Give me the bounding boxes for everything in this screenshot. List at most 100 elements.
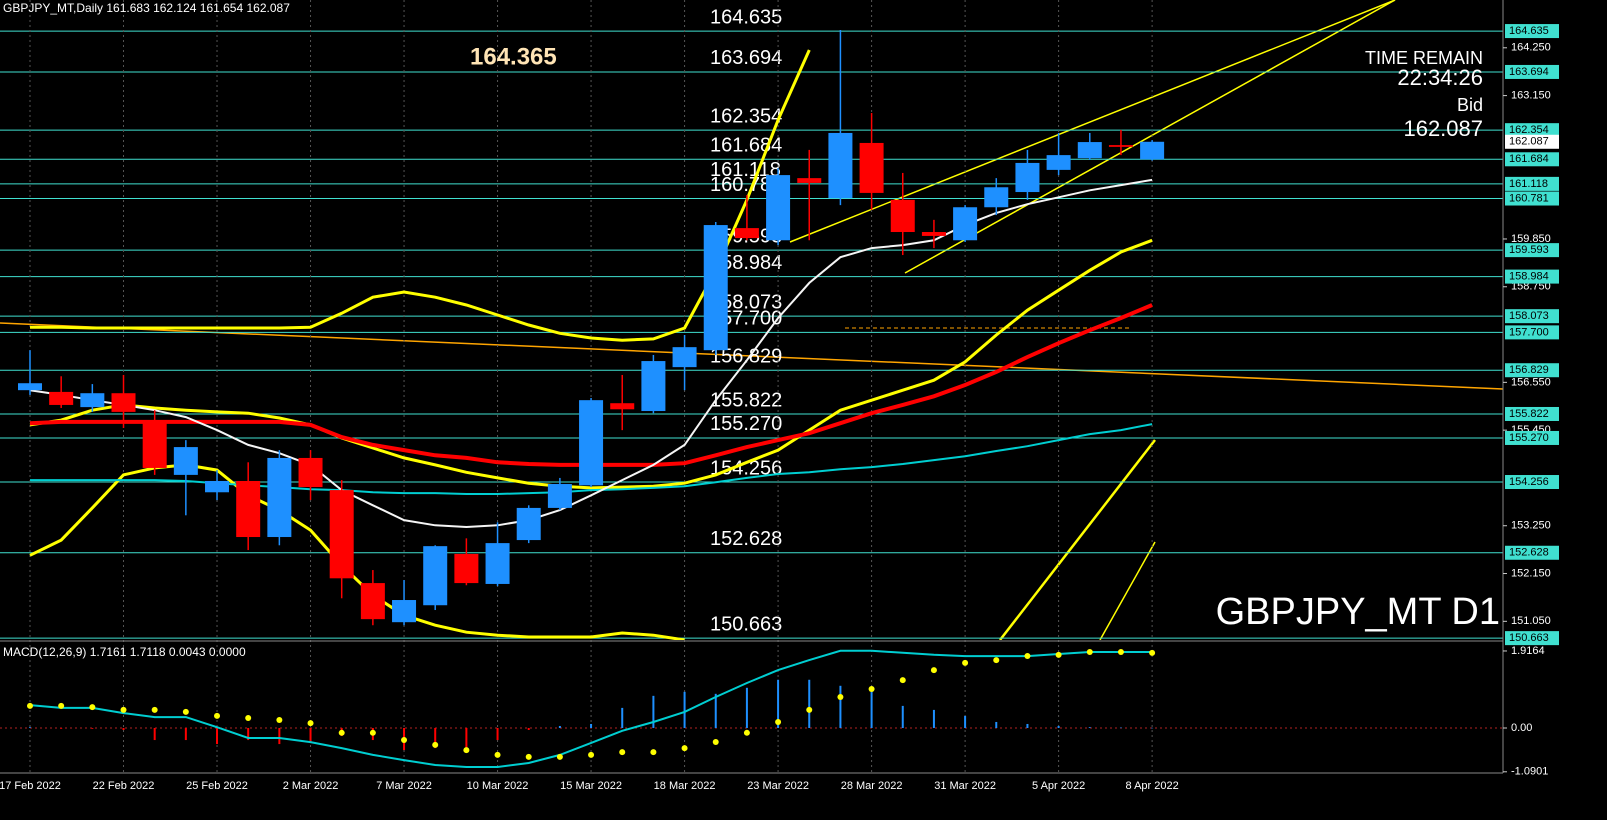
level-tag-label: 164.635	[1509, 25, 1549, 37]
date-label: 7 Mar 2022	[376, 780, 432, 792]
signal-dot	[58, 702, 65, 709]
y-tick-label: 151.050	[1511, 615, 1551, 627]
level-label: 154.256	[710, 457, 782, 479]
trend-line	[0, 322, 1503, 390]
signal-dot	[463, 747, 470, 754]
candle-body	[579, 400, 604, 486]
level-label: 161.118	[710, 159, 781, 181]
signal-dot	[650, 749, 657, 756]
level-label: 150.663	[710, 613, 782, 635]
histogram-bar	[1057, 725, 1060, 728]
signal-dot	[369, 729, 376, 736]
date-label: 18 Mar 2022	[654, 780, 716, 792]
candle-body	[516, 507, 541, 541]
candle-body	[1077, 142, 1102, 159]
level-tag-label: 159.593	[1509, 244, 1549, 256]
level-tag	[1505, 309, 1559, 324]
candle-body	[1046, 155, 1071, 170]
histogram-bar	[714, 693, 717, 728]
y-tick-label: 156.550	[1511, 376, 1551, 388]
candle-body	[828, 132, 853, 199]
level-label: 158.073	[710, 291, 782, 313]
histogram-bar	[777, 679, 780, 728]
signal-dot	[962, 659, 969, 666]
histogram-bar	[683, 691, 686, 728]
date-label: 23 Mar 2022	[747, 780, 809, 792]
signal-dot	[245, 714, 252, 721]
candle-body	[267, 457, 292, 538]
candle-body	[921, 232, 946, 236]
candle-body	[1015, 162, 1040, 193]
level-tag	[1505, 269, 1559, 284]
signal-dot	[1149, 649, 1156, 656]
level-tag-label: 155.822	[1509, 408, 1549, 420]
level-tag	[1505, 152, 1559, 167]
histogram-bar	[745, 687, 748, 728]
y-tick-label: 158.750	[1511, 281, 1551, 293]
candle-body	[392, 600, 417, 623]
macd-title: MACD(12,26,9) 1.7161 1.7118 0.0043 0.000…	[3, 645, 246, 659]
signal-dot	[182, 708, 189, 715]
candle-body	[953, 207, 978, 241]
y-tick-label: 153.250	[1511, 520, 1551, 532]
date-label: 28 Mar 2022	[841, 780, 903, 792]
signal-dot	[588, 751, 595, 758]
macd-panel	[0, 649, 1503, 768]
signal-dot	[214, 712, 221, 719]
y-tick-label: 159.850	[1511, 233, 1551, 245]
histogram-bar	[901, 705, 904, 728]
signal-dot	[556, 753, 563, 760]
histogram-bar	[278, 727, 281, 745]
histogram-bar	[60, 727, 63, 729]
date-label: 2 Mar 2022	[283, 780, 339, 792]
candle-body	[423, 546, 448, 606]
level-tag-label: 162.354	[1509, 124, 1549, 136]
signal-dot	[276, 716, 283, 723]
histogram-bar	[558, 725, 561, 728]
histogram-bar	[1026, 723, 1029, 728]
level-label: 156.829	[710, 346, 782, 368]
candle-body	[766, 175, 791, 241]
time-remain-label: TIME REMAIN	[1365, 48, 1483, 68]
indicator-line	[29, 238, 1153, 490]
level-label: 163.694	[710, 47, 782, 69]
y-tick-label: 152.150	[1511, 567, 1551, 579]
level-tag-label: 152.628	[1509, 547, 1549, 559]
macd-marks	[0, 649, 1503, 768]
histogram-bar	[932, 709, 935, 728]
y-tick-label: 164.250	[1511, 42, 1551, 54]
candle-body	[236, 480, 261, 538]
level-tag-label: 160.781	[1509, 192, 1549, 204]
candle-body	[111, 393, 136, 412]
level-label: 152.628	[710, 528, 782, 550]
candle-body	[329, 490, 354, 579]
histogram-bar	[1151, 727, 1154, 729]
signal-dot	[619, 749, 626, 756]
date-label: 22 Feb 2022	[93, 780, 155, 792]
level-tag-label: 156.829	[1509, 364, 1549, 376]
level-tag-label: 150.663	[1509, 632, 1549, 644]
signal-dot	[89, 704, 96, 711]
candle-body	[205, 480, 230, 493]
histogram-bar	[247, 727, 250, 741]
histogram-bar	[621, 707, 624, 728]
candle-body	[703, 225, 728, 351]
histogram-bar	[91, 727, 94, 729]
date-label: 5 Apr 2022	[1032, 780, 1085, 792]
candle-body	[298, 457, 323, 488]
level-tag	[1505, 430, 1559, 445]
level-tag	[1505, 406, 1559, 421]
level-tag	[1505, 191, 1559, 206]
indicator-line	[30, 49, 811, 342]
candle-body	[80, 393, 105, 408]
level-tag	[1505, 24, 1559, 39]
histogram-bar	[1088, 727, 1091, 728]
bid-label: Bid	[1457, 95, 1483, 115]
candle-body	[1140, 141, 1165, 160]
histogram-bar	[870, 687, 873, 728]
symbol-header: GBPJPY_MT,Daily 161.683 162.124 161.654 …	[3, 1, 290, 15]
level-tag-label: 158.073	[1509, 310, 1549, 322]
bid-tag	[1505, 134, 1559, 149]
signal-dot	[1055, 651, 1062, 658]
